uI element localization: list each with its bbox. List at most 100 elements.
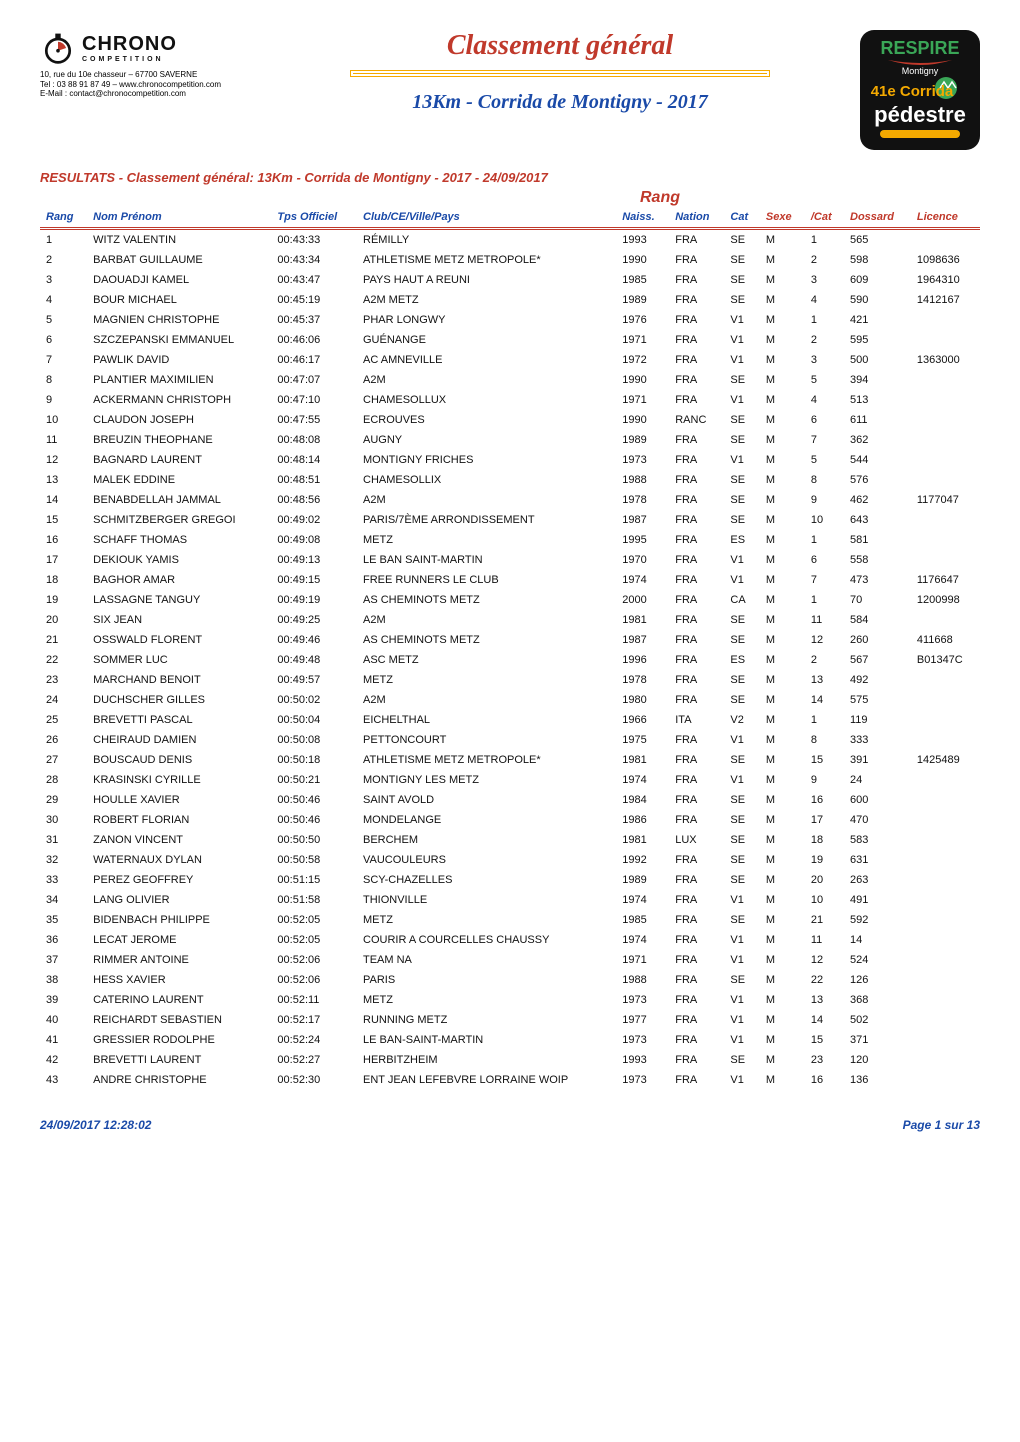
- table-row: 25BREVETTI PASCAL00:50:04EICHELTHAL1966I…: [40, 710, 980, 730]
- cell-licence: [911, 970, 980, 990]
- table-row: 19LASSAGNE TANGUY00:49:19AS CHEMINOTS ME…: [40, 590, 980, 610]
- cell-dossard: 583: [844, 830, 911, 850]
- cell-rang: 30: [40, 810, 87, 830]
- cell-catpos: 10: [805, 510, 844, 530]
- cell-licence: [911, 530, 980, 550]
- cell-nation: FRA: [669, 770, 724, 790]
- cell-licence: [911, 850, 980, 870]
- cell-club: A2M METZ: [357, 290, 616, 310]
- cell-sexe: M: [760, 410, 805, 430]
- table-row: 17DEKIOUK YAMIS00:49:13LE BAN SAINT-MART…: [40, 550, 980, 570]
- cell-dossard: 126: [844, 970, 911, 990]
- cell-naiss: 1984: [616, 790, 669, 810]
- cell-tps: 00:50:04: [271, 710, 357, 730]
- cell-catpos: 13: [805, 990, 844, 1010]
- cell-tps: 00:49:57: [271, 670, 357, 690]
- cell-sexe: M: [760, 229, 805, 251]
- cell-cat: SE: [724, 410, 759, 430]
- cell-dossard: 333: [844, 730, 911, 750]
- cell-tps: 00:52:30: [271, 1070, 357, 1090]
- cell-club: LE BAN SAINT-MARTIN: [357, 550, 616, 570]
- cell-cat: SE: [724, 229, 759, 251]
- cell-catpos: 1: [805, 590, 844, 610]
- cell-catpos: 12: [805, 950, 844, 970]
- cell-sexe: M: [760, 390, 805, 410]
- cell-catpos: 1: [805, 710, 844, 730]
- cell-nom: SIX JEAN: [87, 610, 271, 630]
- cell-naiss: 1988: [616, 470, 669, 490]
- cell-catpos: 5: [805, 370, 844, 390]
- respire-l1: RESPIRE: [880, 38, 959, 58]
- cell-licence: [911, 890, 980, 910]
- table-row: 30ROBERT FLORIAN00:50:46MONDELANGE1986FR…: [40, 810, 980, 830]
- cell-nom: WITZ VALENTIN: [87, 229, 271, 251]
- cell-licence: [911, 310, 980, 330]
- cell-sexe: M: [760, 350, 805, 370]
- cell-nation: FRA: [669, 910, 724, 930]
- cell-cat: ES: [724, 650, 759, 670]
- cell-club: A2M: [357, 610, 616, 630]
- cell-dossard: 575: [844, 690, 911, 710]
- cell-catpos: 4: [805, 390, 844, 410]
- col-catpos: /Cat: [805, 207, 844, 229]
- logo-chrono-sub: COMPETITION: [82, 56, 177, 64]
- cell-catpos: 8: [805, 730, 844, 750]
- cell-tps: 00:50:46: [271, 810, 357, 830]
- cell-nom: DEKIOUK YAMIS: [87, 550, 271, 570]
- cell-licence: 1176647: [911, 570, 980, 590]
- cell-nom: OSSWALD FLORENT: [87, 630, 271, 650]
- cell-club: BERCHEM: [357, 830, 616, 850]
- cell-tps: 00:50:18: [271, 750, 357, 770]
- cell-sexe: M: [760, 590, 805, 610]
- cell-tps: 00:47:55: [271, 410, 357, 430]
- logo-chrono: CHRONO COMPETITION: [40, 30, 260, 66]
- cell-licence: [911, 910, 980, 930]
- cell-catpos: 16: [805, 790, 844, 810]
- cell-rang: 38: [40, 970, 87, 990]
- cell-tps: 00:52:05: [271, 930, 357, 950]
- cell-club: ATHLETISME METZ METROPOLE*: [357, 250, 616, 270]
- table-row: 42BREVETTI LAURENT00:52:27HERBITZHEIM199…: [40, 1050, 980, 1070]
- cell-nom: ANDRE CHRISTOPHE: [87, 1070, 271, 1090]
- table-row: 20SIX JEAN00:49:25A2M1981FRASEM11584: [40, 610, 980, 630]
- cell-dossard: 70: [844, 590, 911, 610]
- cell-licence: [911, 510, 980, 530]
- cell-cat: V1: [724, 1030, 759, 1050]
- cell-club: RUNNING METZ: [357, 1010, 616, 1030]
- cell-naiss: 1995: [616, 530, 669, 550]
- cell-sexe: M: [760, 910, 805, 930]
- cell-cat: SE: [724, 870, 759, 890]
- cell-catpos: 4: [805, 290, 844, 310]
- cell-sexe: M: [760, 570, 805, 590]
- header: CHRONO COMPETITION 10, rue du 10e chasse…: [40, 30, 980, 155]
- cell-rang: 20: [40, 610, 87, 630]
- cell-cat: SE: [724, 810, 759, 830]
- cell-tps: 00:48:08: [271, 430, 357, 450]
- cell-catpos: 12: [805, 630, 844, 650]
- cell-dossard: 462: [844, 490, 911, 510]
- cell-sexe: M: [760, 1010, 805, 1030]
- table-row: 18BAGHOR AMAR00:49:15FREE RUNNERS LE CLU…: [40, 570, 980, 590]
- cell-rang: 28: [40, 770, 87, 790]
- cell-dossard: 394: [844, 370, 911, 390]
- cell-dossard: 600: [844, 790, 911, 810]
- cell-tps: 00:49:46: [271, 630, 357, 650]
- table-row: 2BARBAT GUILLAUME00:43:34ATHLETISME METZ…: [40, 250, 980, 270]
- cell-dossard: 260: [844, 630, 911, 650]
- cell-nation: FRA: [669, 570, 724, 590]
- results-line: RESULTATS - Classement général: 13Km - C…: [40, 170, 980, 185]
- cell-club: METZ: [357, 910, 616, 930]
- cell-cat: SE: [724, 430, 759, 450]
- cell-nation: FRA: [669, 470, 724, 490]
- cell-catpos: 10: [805, 890, 844, 910]
- cell-catpos: 18: [805, 830, 844, 850]
- cell-licence: [911, 450, 980, 470]
- cell-rang: 39: [40, 990, 87, 1010]
- cell-tps: 00:46:17: [271, 350, 357, 370]
- cell-cat: SE: [724, 610, 759, 630]
- cell-licence: [911, 770, 980, 790]
- table-row: 27BOUSCAUD DENIS00:50:18ATHLETISME METZ …: [40, 750, 980, 770]
- cell-sexe: M: [760, 550, 805, 570]
- cell-rang: 43: [40, 1070, 87, 1090]
- table-row: 23MARCHAND BENOIT00:49:57METZ1978FRASEM1…: [40, 670, 980, 690]
